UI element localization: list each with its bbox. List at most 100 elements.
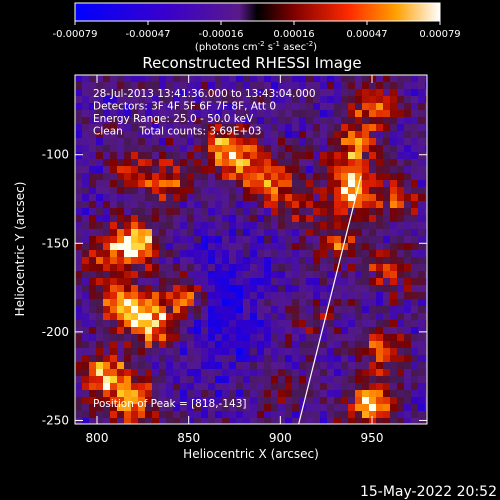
heatmap-cell [208,257,216,265]
heatmap-cell [327,138,335,146]
heatmap-cell [334,320,342,328]
heatmap-cell [397,201,405,209]
heatmap-cell [159,285,167,293]
heatmap-cell [271,320,279,328]
heatmap-cell [75,390,83,398]
heatmap-cell [229,117,237,125]
heatmap-cell [362,250,370,258]
heatmap-cell [82,383,90,391]
heatmap-cell [376,327,384,335]
heatmap-cell [271,117,279,125]
heatmap-cell [292,117,300,125]
heatmap-cell [124,89,132,97]
heatmap-cell [173,166,181,174]
heatmap-cell [397,264,405,272]
heatmap-cell [376,369,384,377]
heatmap-cell [215,327,223,335]
heatmap-cell [82,131,90,139]
heatmap-cell [243,334,251,342]
heatmap-cell [82,75,90,83]
heatmap-cell [117,145,125,153]
heatmap-cell [313,306,321,314]
heatmap-cell [222,110,230,118]
heatmap-cell [397,362,405,370]
heatmap-cell [264,334,272,342]
heatmap-cell [96,257,104,265]
heatmap-cell [397,166,405,174]
heatmap-cell [278,362,286,370]
heatmap-cell [271,208,279,216]
heatmap-cell [327,75,335,83]
heatmap-cell [292,362,300,370]
heatmap-cell [278,89,286,97]
heatmap-cell [313,383,321,391]
heatmap-cell [96,397,104,405]
heatmap-cell [138,250,146,258]
heatmap-cell [152,145,160,153]
heatmap-cell [327,124,335,132]
heatmap-cell [369,362,377,370]
heatmap-cell [152,222,160,230]
heatmap-cell [89,327,97,335]
x-tick-label: 900 [269,431,292,445]
heatmap-cell [117,103,125,111]
heatmap-cell [334,166,342,174]
heatmap-cell [229,208,237,216]
heatmap-cell [145,208,153,216]
heatmap-cell [313,96,321,104]
heatmap-cell [173,418,181,424]
heatmap-cell [334,397,342,405]
heatmap-cell [397,341,405,349]
heatmap-cell [194,173,202,181]
heatmap-cell [103,117,111,125]
heatmap-cell [278,103,286,111]
heatmap-cell [229,201,237,209]
heatmap-cell [103,327,111,335]
heatmap-cell [145,152,153,160]
heatmap-cell [124,215,132,223]
heatmap-cell [383,208,391,216]
heatmap-cell [152,89,160,97]
heatmap-cell [131,75,139,83]
heatmap-cell [229,397,237,405]
heatmap-cell [96,201,104,209]
heatmap-cell [390,341,398,349]
heatmap-cell [362,110,370,118]
heatmap-cell [222,341,230,349]
heatmap-cell [82,271,90,279]
heatmap-cell [348,383,356,391]
heatmap-cell [299,418,307,424]
heatmap-cell [75,201,83,209]
heatmap-cell [306,369,314,377]
heatmap-cell [173,306,181,314]
heatmap-cell [103,180,111,188]
heatmap-cell [215,82,223,90]
heatmap-cell [411,313,419,321]
heatmap-cell [390,292,398,300]
heatmap-cell [299,152,307,160]
heatmap-cell [390,264,398,272]
heatmap-cell [306,110,314,118]
heatmap-cell [425,166,427,174]
heatmap-cell [299,89,307,97]
heatmap-cell [376,390,384,398]
heatmap-cell [124,327,132,335]
heatmap-cell [257,243,265,251]
heatmap-cell [208,96,216,104]
heatmap-cell [313,215,321,223]
heatmap-cell [334,355,342,363]
heatmap-cell [229,299,237,307]
heatmap-cell [341,145,349,153]
heatmap-cell [103,348,111,356]
heatmap-cell [404,173,412,181]
heatmap-cell [110,362,118,370]
heatmap-cell [152,110,160,118]
heatmap-cell [250,341,258,349]
heatmap-cell [313,404,321,412]
heatmap-cell [306,131,314,139]
heatmap-cell [362,355,370,363]
heatmap-cell [89,145,97,153]
heatmap-cell [292,264,300,272]
heatmap-cell [390,306,398,314]
heatmap-cell [145,390,153,398]
